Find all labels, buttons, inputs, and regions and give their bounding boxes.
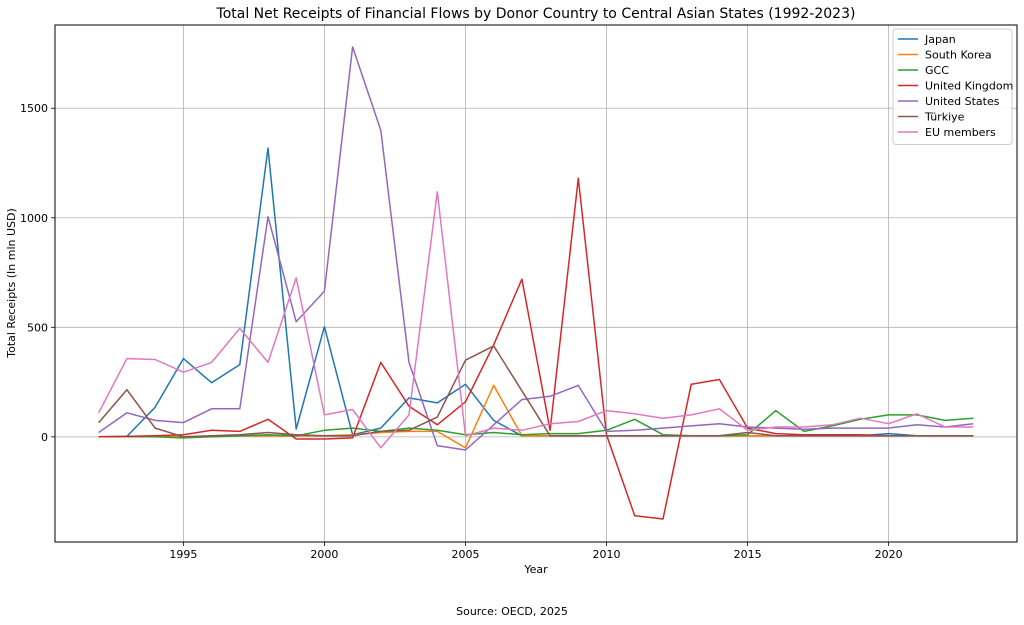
chart-title: Total Net Receipts of Financial Flows by… xyxy=(216,6,856,22)
legend-label-japan: Japan xyxy=(924,33,956,46)
series-line-united-states xyxy=(98,46,974,451)
source-note: Source: OECD, 2025 xyxy=(456,605,568,618)
series-line-japan xyxy=(98,147,974,438)
legend-label-gcc: GCC xyxy=(925,64,949,77)
legend-label-south-korea: South Korea xyxy=(925,49,992,62)
series-line-south-korea xyxy=(98,384,974,449)
legend: Japan South Korea GCC United Kingdom United … xyxy=(892,28,1013,145)
plot-frame xyxy=(54,24,1018,543)
y-tick-label: 500 xyxy=(27,321,48,334)
x-tick-label: 2020 xyxy=(875,548,903,561)
y-tick-label: 1500 xyxy=(20,102,48,115)
x-tick-label: 2015 xyxy=(734,548,762,561)
legend-label-eu-members: EU members xyxy=(925,126,996,139)
x-tick-label: 2010 xyxy=(593,548,621,561)
x-tick-label: 2005 xyxy=(451,548,479,561)
legend-box xyxy=(892,28,1013,145)
x-axis-label: Year xyxy=(523,563,548,576)
axis-ticks: 1995 2000 2005 2010 2015 2020 0 500 1000 1500 xyxy=(20,102,903,561)
series-lines xyxy=(98,46,974,520)
y-tick-label: 1000 xyxy=(20,212,48,225)
legend-label-united-kingdom: United Kingdom xyxy=(925,80,1013,93)
x-tick-label: 2000 xyxy=(310,548,338,561)
legend-label-t-rkiye: Türkiye xyxy=(924,111,965,124)
series-line-eu-members xyxy=(98,191,974,449)
series-line-united-kingdom xyxy=(98,177,974,520)
grid xyxy=(55,25,1017,542)
series-line-gcc xyxy=(98,409,974,439)
y-tick-label: 0 xyxy=(41,431,48,444)
legend-label-united-states: United States xyxy=(925,95,1000,108)
series-line-t-rkiye xyxy=(98,345,974,438)
y-axis-label: Total Receipts (In mln USD) xyxy=(5,208,18,359)
x-tick-label: 1995 xyxy=(169,548,197,561)
